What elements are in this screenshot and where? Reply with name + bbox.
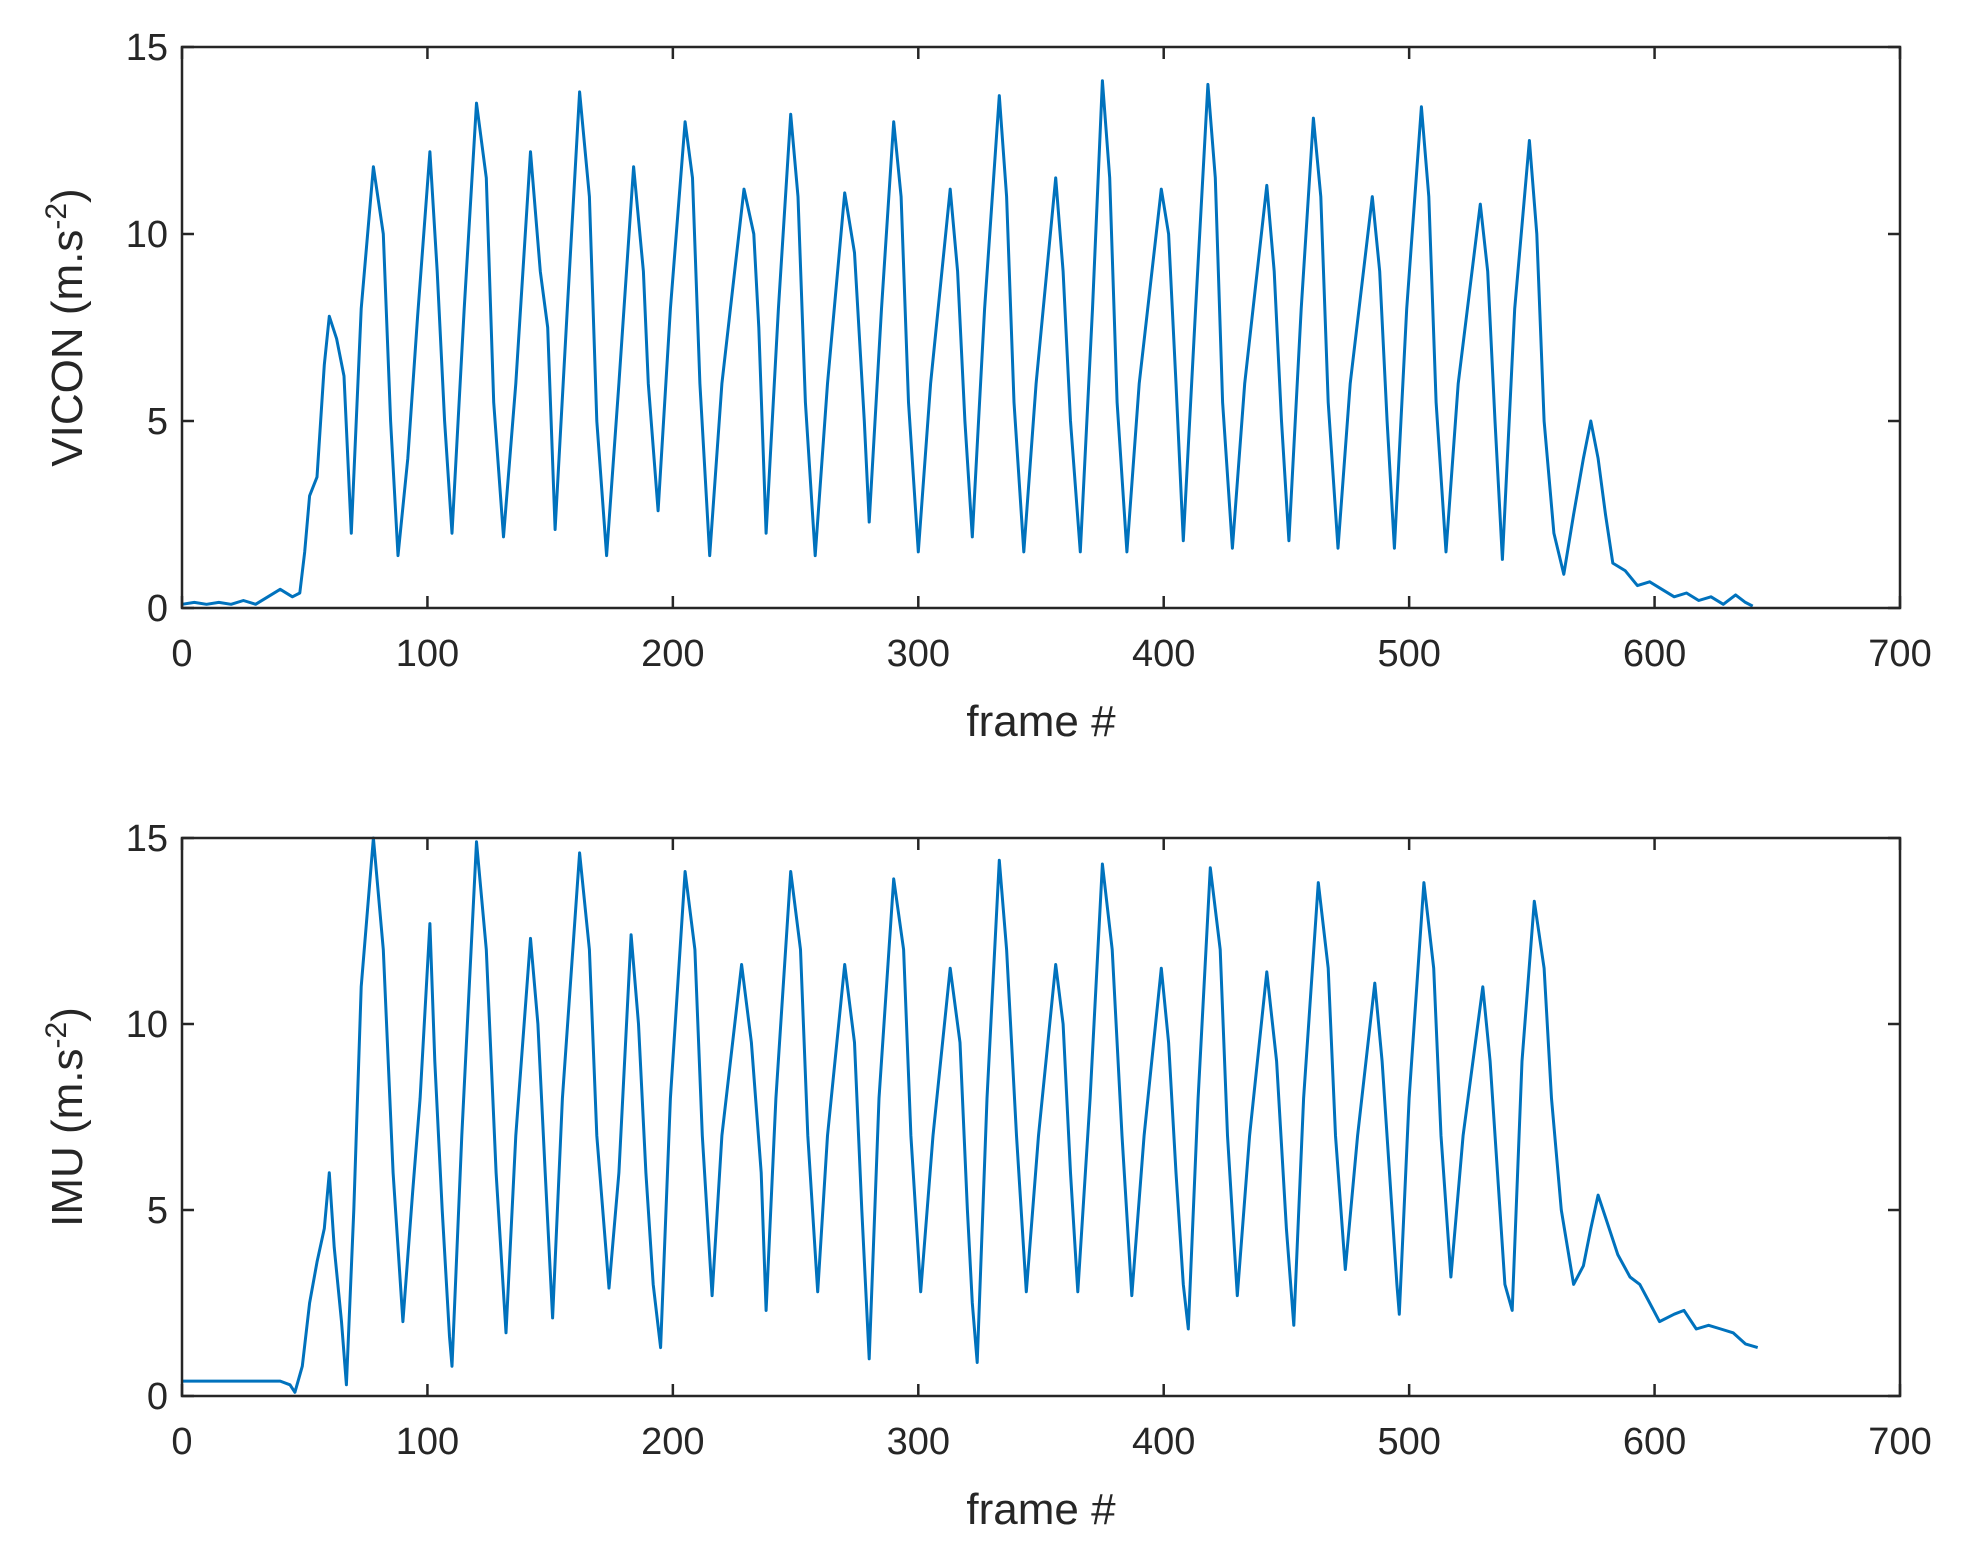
vicon-x-tick-label: 100 (396, 633, 459, 675)
vicon-x-tick-label: 200 (641, 633, 704, 675)
imu-x-tick-label: 600 (1623, 1421, 1686, 1463)
imu-x-tick-label: 500 (1377, 1421, 1440, 1463)
imu-x-tick-label: 100 (396, 1421, 459, 1463)
imu-panel: 0 100 200 300 400 500 600 700 0 5 10 15 frame # IMU (… (40, 818, 1932, 1534)
imu-plot-frame (180, 836, 1902, 1398)
vicon-y-axis-label: VICON (m.s-2) (40, 188, 92, 466)
vicon-x-tick-label: 300 (887, 633, 950, 675)
imu-y-tick-label: 10 (126, 1004, 168, 1046)
vicon-panel: 0 100 200 300 400 500 600 700 0 5 10 15 frame # VICON… (40, 27, 1932, 746)
vicon-x-tick-label: 0 (171, 633, 192, 675)
imu-y-tick-label: 0 (147, 1376, 168, 1418)
vicon-x-tick-label: 700 (1868, 633, 1931, 675)
vicon-y-tick-label: 0 (147, 588, 168, 630)
vicon-x-axis-label: frame # (966, 697, 1116, 746)
imu-y-tick-label: 5 (147, 1190, 168, 1232)
imu-x-tick-label: 300 (887, 1421, 950, 1463)
vicon-y-tick-label: 5 (147, 401, 168, 443)
imu-x-tick-label: 700 (1868, 1421, 1931, 1463)
imu-y-axis-label: IMU (m.s-2) (40, 1007, 92, 1227)
imu-series-line (182, 836, 1759, 1394)
vicon-plot-frame (180, 45, 1902, 610)
vicon-y-tick-label: 10 (126, 214, 168, 256)
vicon-x-tick-label: 600 (1623, 633, 1686, 675)
vicon-y-tick-label: 15 (126, 27, 168, 69)
vicon-x-tick-label: 500 (1377, 633, 1440, 675)
imu-x-axis-label: frame # (966, 1485, 1116, 1534)
vicon-x-tick-label: 400 (1132, 633, 1195, 675)
vicon-series-line (181, 79, 1754, 608)
imu-y-tick-label: 15 (126, 818, 168, 860)
imu-x-tick-label: 200 (641, 1421, 704, 1463)
imu-x-tick-label: 400 (1132, 1421, 1195, 1463)
imu-x-tick-label: 0 (171, 1421, 192, 1463)
